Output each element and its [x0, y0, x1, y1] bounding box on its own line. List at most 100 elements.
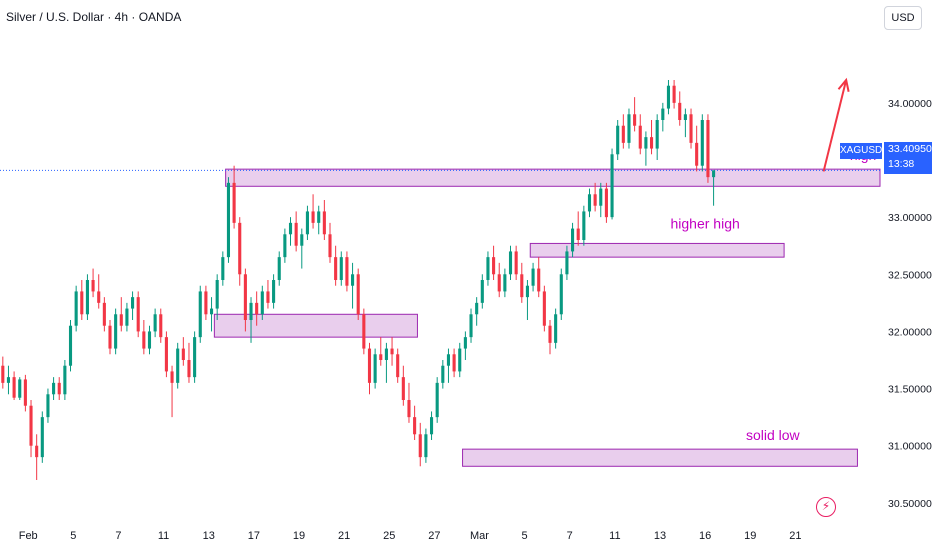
candle-body	[243, 274, 247, 320]
candle-body	[525, 285, 529, 298]
candle-body	[508, 251, 513, 275]
candle-body	[576, 228, 580, 240]
candle-body	[221, 257, 225, 280]
candle-body	[334, 257, 338, 280]
x-tick-label: 27	[428, 530, 440, 542]
candle-body	[311, 211, 315, 223]
candle-body	[170, 371, 174, 383]
candle-body	[232, 182, 236, 223]
candle-body	[373, 354, 377, 383]
candle-body	[644, 137, 648, 149]
x-tick-label: 16	[699, 530, 711, 542]
candle-body	[85, 280, 89, 315]
candle-body	[29, 405, 33, 446]
x-tick-label: 7	[567, 530, 573, 542]
candle-body	[429, 417, 434, 435]
candle-body	[492, 257, 496, 275]
candle-body	[661, 108, 665, 120]
candle-body	[531, 268, 535, 286]
x-tick-label: Mar	[470, 530, 489, 542]
candle-body	[384, 348, 388, 360]
candle-body	[480, 280, 484, 303]
candle-body	[260, 291, 264, 315]
candle-body	[40, 417, 44, 458]
y-tick-label: 34.00000	[888, 98, 932, 110]
candle-body	[604, 188, 608, 218]
candle-body	[542, 291, 546, 326]
candle-body	[97, 291, 101, 303]
lightning-icon[interactable]: ⚡	[816, 497, 836, 517]
candle-body	[689, 114, 693, 143]
candle-body	[407, 400, 411, 418]
candle-body	[565, 251, 569, 275]
candle-body	[1, 365, 5, 383]
candle-body	[559, 274, 563, 315]
candle-body	[102, 302, 106, 326]
candle-body	[91, 280, 95, 292]
candle-body	[46, 394, 50, 418]
candle-body	[266, 291, 270, 303]
candle-body	[125, 308, 129, 326]
x-tick-label: 25	[383, 530, 395, 542]
y-tick-label: 32.00000	[888, 326, 932, 338]
candle-body	[68, 325, 73, 366]
candle-body	[328, 234, 332, 258]
candle-body	[683, 114, 687, 120]
y-tick-label: 33.00000	[888, 212, 932, 224]
candle-body	[633, 114, 637, 126]
candle-body	[142, 331, 146, 349]
candle-body	[463, 337, 467, 349]
x-tick-label: 5	[522, 530, 528, 542]
candle-body	[362, 314, 366, 349]
candle-body	[164, 337, 168, 372]
candle-body	[187, 360, 191, 378]
zone-box	[225, 168, 881, 187]
candle-body	[367, 348, 372, 383]
candle-body	[401, 377, 405, 400]
candle-body	[486, 257, 490, 280]
annotation-label: higher high	[670, 216, 739, 232]
candle-body	[322, 211, 326, 235]
candle-body	[226, 182, 231, 258]
candle-body	[666, 85, 671, 109]
candle-body	[198, 291, 202, 338]
candle-body	[255, 302, 259, 315]
candle-body	[599, 188, 603, 206]
candle-body	[390, 348, 394, 355]
y-tick-label: 31.00000	[888, 441, 932, 453]
zone-box	[462, 448, 858, 467]
candle-body	[305, 211, 309, 235]
arrow-head	[837, 77, 850, 92]
x-tick-label: 11	[158, 530, 169, 542]
candle-body	[514, 251, 518, 275]
candle-body	[548, 325, 552, 343]
candle-body	[649, 137, 654, 149]
candle-body	[678, 102, 682, 120]
x-tick-label: 21	[789, 530, 801, 542]
candle-body	[621, 125, 625, 143]
candle-body	[593, 194, 597, 206]
candle-body	[452, 354, 456, 372]
candle-body	[655, 120, 659, 149]
x-tick-label: 7	[115, 530, 121, 542]
candle-body	[193, 337, 197, 378]
candle-body	[63, 365, 67, 395]
candle-body	[215, 280, 219, 309]
candle-body	[441, 365, 445, 383]
candle-body	[379, 354, 383, 360]
candle-body	[712, 170, 716, 178]
candle-body	[108, 325, 112, 349]
candle-body	[147, 331, 152, 349]
candle-body	[238, 222, 242, 275]
candle-body	[204, 291, 208, 315]
candle-body	[80, 291, 84, 315]
candle-body	[209, 308, 214, 315]
candle-body	[176, 348, 180, 383]
zone-box	[213, 313, 418, 338]
currency-button[interactable]: USD	[884, 6, 922, 30]
candle-body	[446, 354, 451, 366]
candle-body	[131, 297, 135, 309]
x-tick-label: 17	[248, 530, 260, 542]
